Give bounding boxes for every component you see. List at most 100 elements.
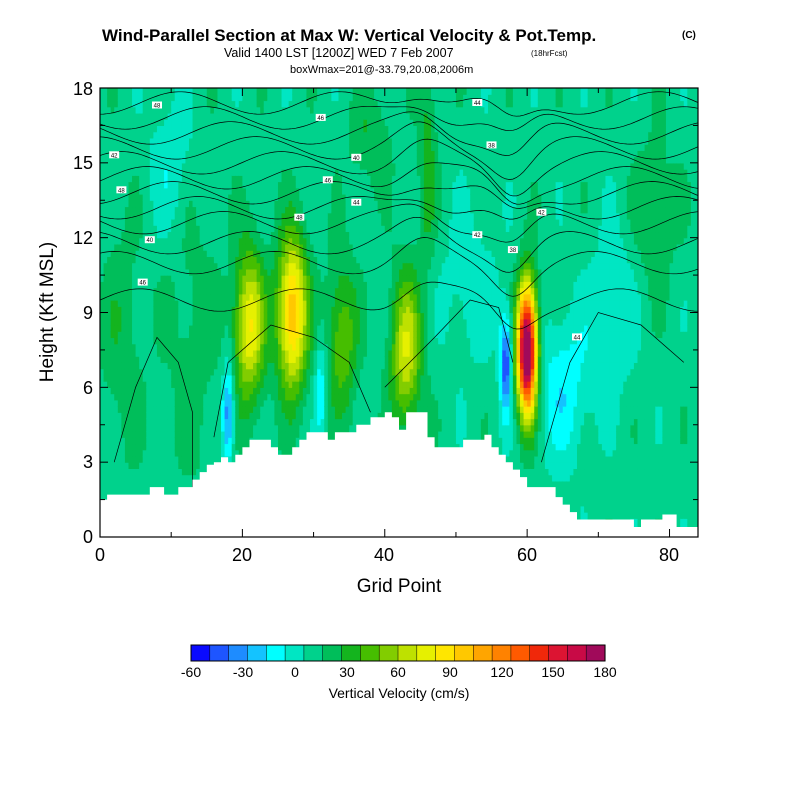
velocity-cell	[185, 449, 190, 457]
velocity-cell	[171, 212, 176, 220]
velocity-cell	[199, 362, 204, 370]
velocity-cell	[231, 262, 236, 270]
velocity-cell	[178, 287, 183, 295]
velocity-cell	[267, 293, 272, 301]
velocity-cell	[199, 194, 204, 201]
velocity-cell	[320, 137, 325, 145]
velocity-cell	[288, 243, 293, 251]
velocity-cell	[199, 449, 204, 457]
velocity-cell	[281, 256, 286, 264]
velocity-cell	[238, 424, 243, 432]
velocity-cell	[317, 412, 322, 420]
velocity-cell	[107, 462, 112, 470]
velocity-cell	[270, 156, 276, 164]
velocity-cell	[164, 287, 169, 295]
velocity-cell	[231, 374, 236, 382]
velocity-cell	[253, 268, 258, 276]
velocity-cell	[270, 112, 276, 120]
velocity-cell	[313, 337, 318, 345]
velocity-cell	[310, 237, 315, 245]
velocity-cell	[153, 443, 158, 451]
velocity-cell	[135, 324, 140, 332]
velocity-cell	[292, 144, 297, 151]
velocity-cell	[107, 169, 112, 176]
velocity-cell	[213, 312, 219, 320]
velocity-cell	[221, 399, 226, 407]
velocity-cell	[153, 212, 158, 220]
velocity-cell	[213, 125, 219, 133]
velocity-cell	[174, 243, 179, 251]
velocity-cell	[292, 399, 297, 407]
velocity-cell	[206, 231, 211, 239]
velocity-cell	[103, 412, 108, 420]
velocity-cell	[110, 430, 115, 438]
velocity-cell	[342, 393, 347, 401]
velocity-cell	[188, 231, 194, 239]
velocity-cell	[288, 318, 293, 326]
velocity-cell	[217, 112, 222, 120]
velocity-cell	[260, 293, 265, 301]
velocity-cell	[206, 393, 211, 401]
velocity-cell	[167, 187, 172, 195]
velocity-cell	[213, 406, 219, 413]
velocity-cell	[342, 337, 347, 345]
velocity-cell	[213, 187, 219, 195]
velocity-cell	[334, 137, 340, 145]
velocity-cell	[206, 343, 211, 351]
velocity-cell	[146, 275, 151, 282]
velocity-cell	[110, 337, 115, 345]
velocity-cell	[260, 256, 265, 264]
velocity-cell	[238, 362, 243, 370]
velocity-cell	[181, 387, 187, 395]
velocity-cell	[263, 106, 268, 114]
velocity-cell	[107, 137, 112, 145]
velocity-cell	[299, 381, 304, 388]
velocity-cell	[260, 200, 265, 208]
velocity-cell	[235, 318, 240, 326]
velocity-cell	[277, 100, 283, 108]
velocity-cell	[135, 181, 140, 189]
velocity-cell	[160, 430, 165, 438]
velocity-cell	[167, 399, 172, 407]
velocity-cell	[267, 119, 272, 127]
velocity-cell	[299, 374, 304, 382]
velocity-cell	[327, 125, 332, 133]
velocity-cell	[146, 343, 151, 351]
velocity-cell	[256, 131, 261, 139]
velocity-cell	[249, 112, 254, 120]
velocity-cell	[185, 175, 190, 183]
velocity-cell	[292, 137, 297, 145]
velocity-cell	[242, 256, 247, 264]
velocity-cell	[139, 437, 144, 445]
velocity-cell	[270, 275, 276, 282]
velocity-cell	[224, 368, 229, 376]
velocity-cell	[174, 406, 179, 413]
velocity-cell	[181, 312, 187, 320]
velocity-cell	[313, 187, 318, 195]
velocity-cell	[181, 362, 187, 370]
velocity-cell	[117, 387, 122, 395]
velocity-cell	[342, 293, 347, 301]
velocity-cell	[242, 399, 247, 407]
velocity-cell	[231, 424, 236, 432]
velocity-cell	[121, 200, 126, 208]
velocity-cell	[245, 137, 251, 145]
velocity-cell	[302, 187, 308, 195]
velocity-cell	[292, 175, 297, 183]
velocity-cell	[338, 312, 343, 320]
velocity-cell	[317, 231, 322, 239]
velocity-cell	[327, 88, 332, 95]
velocity-cell	[231, 237, 236, 245]
velocity-cell	[110, 256, 115, 264]
velocity-cell	[256, 393, 261, 401]
velocity-cell	[103, 88, 108, 95]
velocity-cell	[203, 231, 208, 239]
velocity-cell	[135, 268, 140, 276]
velocity-cell	[206, 243, 211, 251]
velocity-cell	[188, 243, 194, 251]
velocity-cell	[221, 231, 226, 239]
velocity-cell	[156, 468, 162, 476]
velocity-cell	[292, 250, 297, 257]
velocity-cell	[139, 131, 144, 139]
chart-subtitle-tag: (18hrFcst)	[531, 49, 568, 58]
